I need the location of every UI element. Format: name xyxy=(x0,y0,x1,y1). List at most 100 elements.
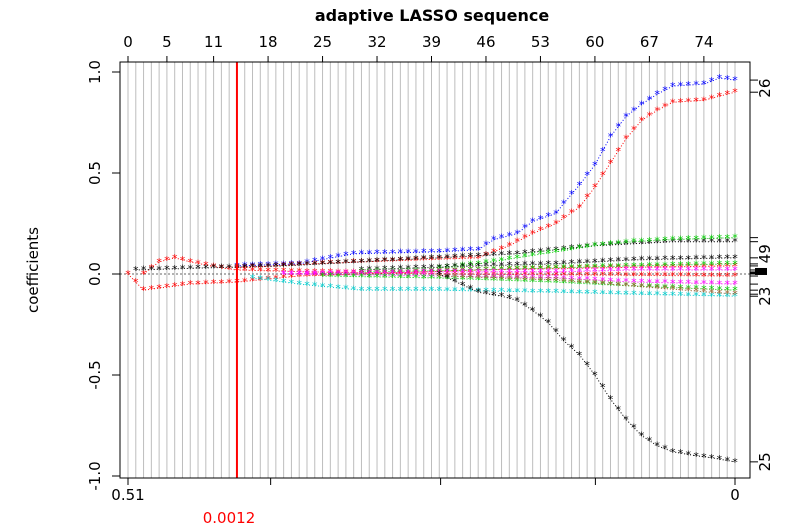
series-point: * xyxy=(647,260,653,273)
series-point: * xyxy=(545,272,551,285)
series-point: * xyxy=(421,272,427,285)
series-point: * xyxy=(678,289,684,302)
series-point: * xyxy=(468,260,474,273)
series-point: * xyxy=(577,269,583,282)
series-point: * xyxy=(569,243,575,256)
series-point: * xyxy=(553,272,559,285)
series-point: * xyxy=(265,259,271,272)
series-point: * xyxy=(631,276,637,289)
series-point: * xyxy=(320,258,326,271)
series-point: * xyxy=(164,281,170,294)
series-point: * xyxy=(631,260,637,273)
series-point: * xyxy=(654,282,660,295)
series-point: * xyxy=(250,264,256,277)
series-point: * xyxy=(281,268,287,281)
series-point: * xyxy=(600,145,606,158)
series-point: * xyxy=(289,268,295,281)
series-point: * xyxy=(382,271,388,284)
series-point: * xyxy=(608,275,614,288)
series-point: * xyxy=(483,272,489,285)
series-point: * xyxy=(686,236,692,249)
series-point: * xyxy=(693,450,699,463)
series-point: * xyxy=(569,242,575,255)
series-point: * xyxy=(561,269,567,282)
series-point: * xyxy=(616,237,622,250)
series-point: * xyxy=(577,277,583,290)
series-point: * xyxy=(390,263,396,276)
series-point: * xyxy=(475,258,481,271)
series-point: * xyxy=(709,258,715,271)
series-point: * xyxy=(351,267,357,280)
series-point: * xyxy=(444,270,450,283)
series-point: * xyxy=(374,267,380,280)
series-point: * xyxy=(320,267,326,280)
series-point: * xyxy=(647,281,653,294)
series-point: * xyxy=(592,159,598,172)
series-point: * xyxy=(405,266,411,279)
series-point: * xyxy=(188,262,194,275)
series-point: * xyxy=(616,255,622,268)
series-point: * xyxy=(577,265,583,278)
series-point: * xyxy=(226,276,232,289)
series-point: * xyxy=(335,269,341,282)
series-point: * xyxy=(452,273,458,286)
series-point: * xyxy=(569,266,575,279)
series-point: * xyxy=(577,242,583,255)
series-point: * xyxy=(483,264,489,277)
series-point: * xyxy=(701,290,707,303)
series-point: * xyxy=(335,269,341,282)
series-point: * xyxy=(351,269,357,282)
series-point: * xyxy=(273,260,279,273)
series-point: * xyxy=(452,261,458,274)
series-point: * xyxy=(398,255,404,268)
series-point: * xyxy=(452,284,458,297)
series-point: * xyxy=(530,263,536,276)
series-point: * xyxy=(639,281,645,294)
series-point: * xyxy=(631,124,637,137)
series-point: * xyxy=(670,289,676,302)
series-point: * xyxy=(686,282,692,295)
series-point: * xyxy=(460,270,466,283)
series-point: * xyxy=(475,264,481,277)
top-tick-label: 67 xyxy=(640,33,659,51)
series-point: * xyxy=(647,254,653,267)
series-point: * xyxy=(670,236,676,249)
series-point: * xyxy=(507,263,513,276)
series-point: * xyxy=(600,279,606,292)
series-point: * xyxy=(647,264,653,277)
series-point: * xyxy=(639,269,645,282)
series-point: * xyxy=(289,277,295,290)
series-point: * xyxy=(569,269,575,282)
series-point: * xyxy=(320,269,326,282)
series-point: * xyxy=(211,260,217,273)
series-point: * xyxy=(678,96,684,109)
series-point: * xyxy=(538,266,544,279)
series-point: * xyxy=(405,272,411,285)
series-point: * xyxy=(351,267,357,280)
series-point: * xyxy=(328,257,334,270)
series-point: * xyxy=(265,265,271,278)
series-point: * xyxy=(678,253,684,266)
series-point: * xyxy=(724,88,730,101)
series-point: * xyxy=(647,237,653,250)
series-point: * xyxy=(164,254,170,267)
series-point: * xyxy=(608,157,614,170)
series-point: * xyxy=(499,268,505,281)
series-point: * xyxy=(258,273,264,286)
series-point: * xyxy=(444,268,450,281)
series-point: * xyxy=(468,252,474,265)
series-point: * xyxy=(421,254,427,267)
top-tick-label: 0 xyxy=(123,33,133,51)
series-point: * xyxy=(693,233,699,246)
series-point: * xyxy=(538,245,544,258)
series-point: * xyxy=(662,281,668,294)
series-point: * xyxy=(577,257,583,270)
series-point: * xyxy=(662,259,668,272)
series-point: * xyxy=(437,246,443,259)
series-point: * xyxy=(608,131,614,144)
series-point: * xyxy=(421,246,427,259)
series-point: * xyxy=(709,283,715,296)
top-tick-label: 18 xyxy=(259,33,278,51)
series-point: * xyxy=(553,266,559,279)
series-point: * xyxy=(530,275,536,288)
